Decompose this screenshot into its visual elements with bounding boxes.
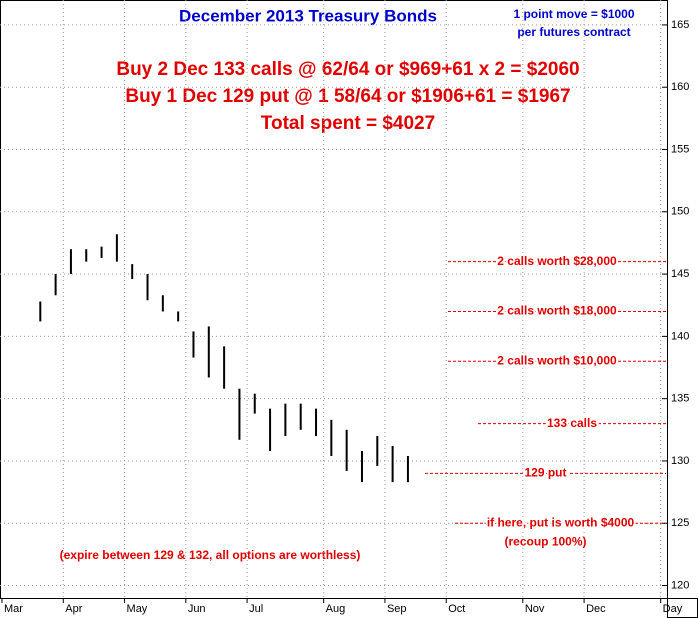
footnote: (expire between 129 & 132, all options a… [60,548,361,562]
y-tick-label: 120 [671,579,689,591]
y-tick-label: 140 [671,330,689,342]
x-tick-label: Apr [65,603,82,615]
x-tick-label: Mar [4,603,23,615]
y-tick-label: 145 [671,268,689,280]
chart-title: December 2013 Treasury Bonds [179,6,437,25]
y-tick-label: 150 [671,206,689,218]
level-label: 133 calls [547,416,597,430]
y-tick-label: 165 [671,19,689,31]
plot-frame [0,0,668,599]
y-tick-label: 125 [671,517,689,529]
headline: Buy 1 Dec 129 put @ 1 58/64 or $1906+61 … [125,86,570,107]
x-tick-label: Jul [249,603,263,615]
x-tick-label: Nov [525,603,545,615]
x-tick-label: Oct [448,603,465,615]
headline: Buy 2 Dec 133 calls @ 62/64 or $969+61 x… [116,59,579,80]
level-label: 129 put [524,466,566,480]
x-tick-label: Jun [188,603,206,615]
x-tick-label: May [127,603,148,615]
level-label: if here, put is worth $4000 [487,515,635,529]
y-tick-label: 160 [671,81,689,93]
level-label: 2 calls worth $10,000 [497,353,617,367]
headline: Total spent = $4027 [261,113,435,134]
note: per futures contract [517,25,630,39]
x-tick-label: Dec [586,603,606,615]
x-tick-label: Sep [387,603,407,615]
y-tick-label: 135 [671,393,689,405]
level-label: 2 calls worth $28,000 [497,254,617,268]
note: 1 point move = $1000 [513,7,634,21]
level-label: 2 calls worth $18,000 [497,304,617,318]
y-tick-label: 130 [671,455,689,467]
y-tick-label: 155 [671,143,689,155]
x-tick-label: Day [663,603,683,615]
level-sublabel: (recoup 100%) [504,534,586,548]
x-tick-label: Aug [326,603,346,615]
